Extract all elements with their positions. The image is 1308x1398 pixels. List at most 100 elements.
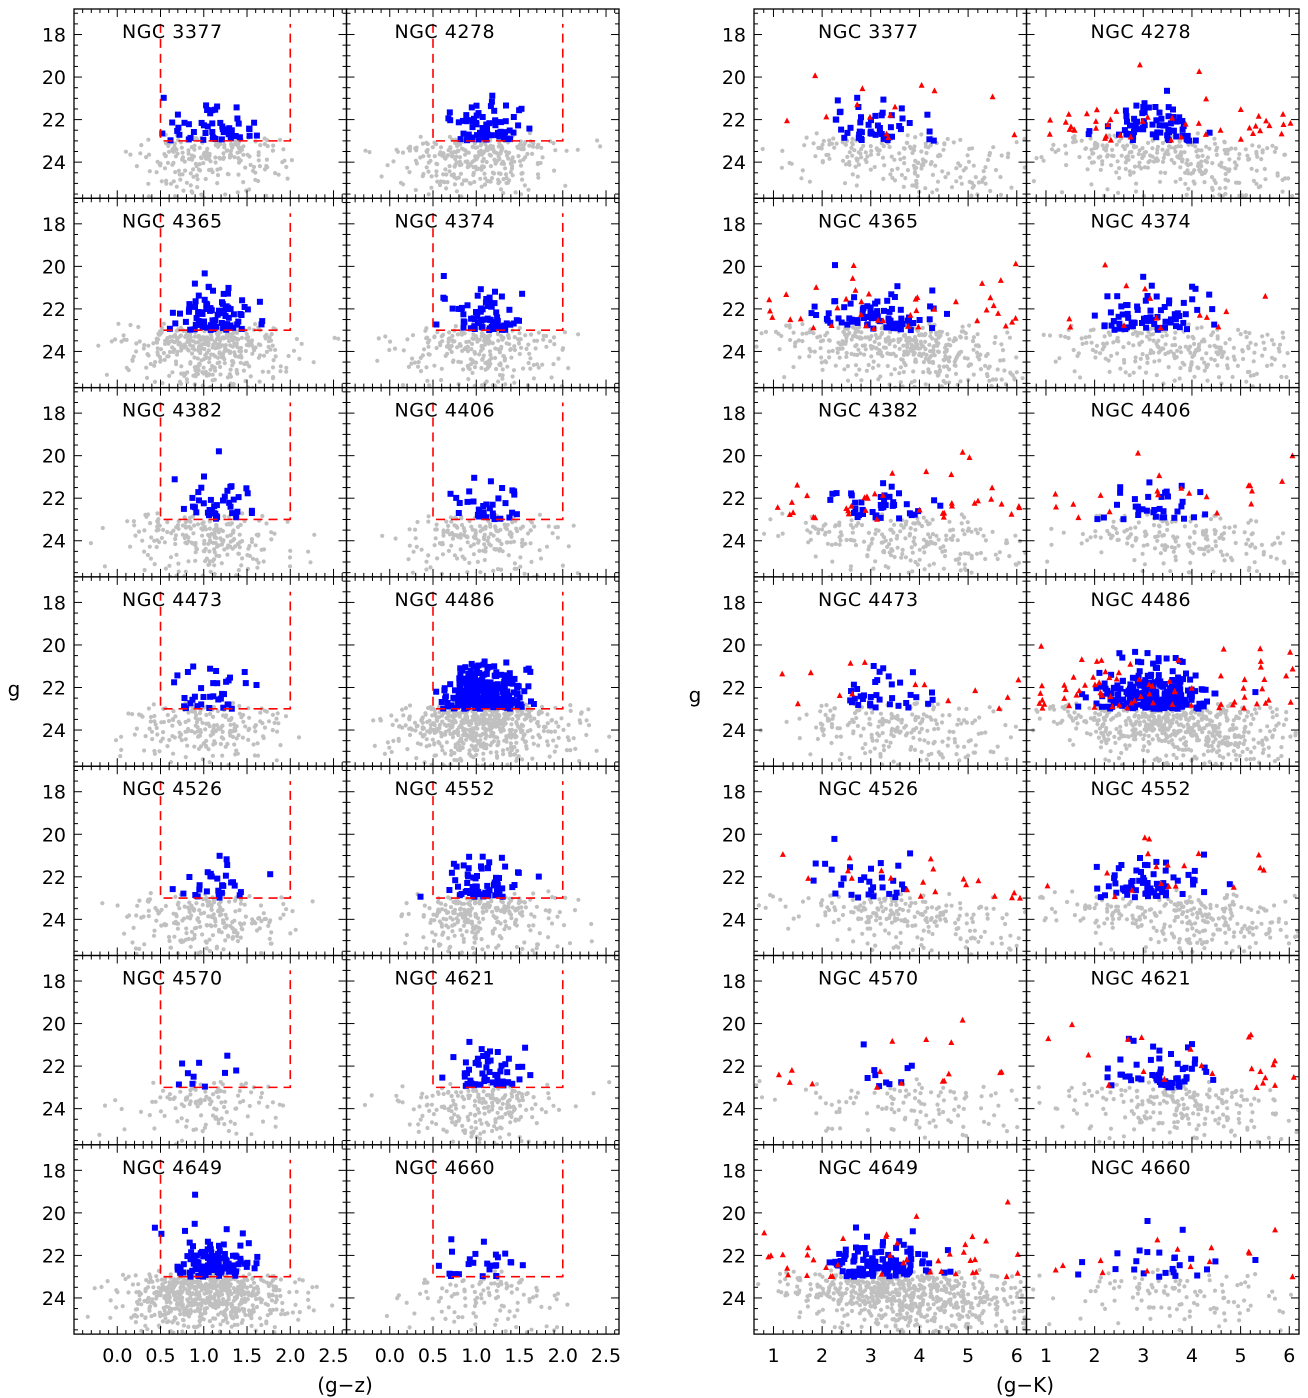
gc-candidate-point	[479, 853, 486, 860]
background-point	[470, 336, 475, 341]
background-point	[541, 333, 546, 338]
background-point	[148, 521, 153, 526]
background-point	[575, 147, 580, 152]
background-point	[256, 560, 261, 565]
background-point	[406, 557, 411, 562]
background-point	[447, 169, 452, 174]
background-point	[595, 138, 600, 143]
background-point	[175, 1119, 180, 1124]
background-point	[445, 180, 450, 185]
background-point	[220, 723, 225, 728]
background-point	[234, 1131, 239, 1136]
background-point	[506, 332, 511, 337]
background-point	[237, 545, 242, 550]
gc-candidate-point	[225, 677, 232, 684]
background-point	[551, 141, 556, 146]
background-point	[183, 737, 188, 742]
gc-candidate-point	[460, 693, 467, 699]
background-point	[430, 706, 435, 711]
gc-candidate-point	[486, 120, 493, 127]
background-point	[519, 192, 524, 197]
background-point	[197, 168, 203, 173]
background-point	[231, 384, 236, 388]
y-tick-label: 18	[42, 214, 66, 236]
gc-candidate-point	[253, 132, 260, 139]
background-point	[517, 351, 522, 357]
background-point	[487, 349, 493, 354]
background-point	[132, 523, 137, 528]
background-point	[200, 533, 205, 538]
background-point	[210, 558, 215, 564]
background-point	[259, 951, 264, 956]
background-point	[475, 722, 480, 727]
background-point	[219, 1116, 224, 1121]
background-point	[155, 524, 160, 529]
background-point	[222, 145, 227, 150]
background-point	[414, 148, 419, 153]
background-point	[234, 748, 239, 753]
background-point	[195, 725, 200, 730]
y-tick-label: 18	[42, 25, 66, 47]
background-point	[568, 703, 573, 708]
background-point	[552, 729, 558, 734]
background-point	[153, 905, 158, 911]
background-point	[193, 372, 199, 377]
background-point	[472, 179, 477, 185]
background-point	[197, 145, 202, 150]
background-point	[470, 734, 475, 739]
background-point	[545, 739, 550, 744]
background-point	[444, 519, 449, 524]
panel: NGC 4374	[345, 197, 620, 389]
background-point	[202, 1125, 207, 1130]
background-point	[206, 167, 212, 173]
background-point	[189, 708, 194, 713]
background-point	[467, 752, 472, 757]
gc-candidate-point	[203, 102, 210, 109]
gc-candidate-point	[480, 681, 487, 688]
background-point	[243, 1081, 249, 1086]
background-point	[405, 747, 410, 752]
background-point	[135, 903, 140, 908]
gc-candidate-point	[506, 674, 513, 681]
background-point	[178, 938, 183, 943]
gc-candidate-point	[527, 668, 534, 675]
background-point	[444, 344, 449, 349]
y-tick-label: 24	[42, 909, 66, 931]
background-point	[250, 351, 255, 356]
background-point	[507, 750, 513, 756]
background-point	[478, 738, 483, 743]
background-point	[389, 749, 394, 755]
background-point	[429, 174, 434, 179]
background-point	[236, 568, 241, 573]
background-point	[544, 344, 549, 349]
background-point	[452, 149, 457, 155]
background-point	[274, 716, 279, 721]
background-point	[166, 934, 172, 940]
background-point	[472, 351, 478, 356]
gc-candidate-point	[204, 107, 211, 113]
background-point	[262, 725, 268, 730]
background-point	[272, 531, 277, 536]
background-point	[563, 183, 568, 188]
background-point	[502, 910, 507, 915]
background-point	[527, 131, 533, 136]
background-point	[471, 552, 476, 557]
background-point	[416, 360, 421, 365]
background-point	[490, 931, 495, 936]
background-point	[171, 920, 177, 926]
background-point	[238, 353, 243, 358]
background-point	[450, 929, 455, 934]
gc-candidate-point	[480, 700, 487, 707]
background-point	[415, 364, 421, 369]
background-point	[239, 715, 244, 720]
background-point	[172, 1095, 177, 1100]
gc-candidate-point	[166, 325, 173, 332]
background-point	[487, 358, 492, 363]
background-point	[122, 931, 127, 936]
background-point	[220, 1082, 225, 1087]
background-point	[126, 368, 131, 373]
background-point	[511, 368, 517, 373]
background-point	[284, 365, 289, 370]
gc-candidate-point	[455, 510, 462, 516]
background-point	[457, 748, 463, 753]
